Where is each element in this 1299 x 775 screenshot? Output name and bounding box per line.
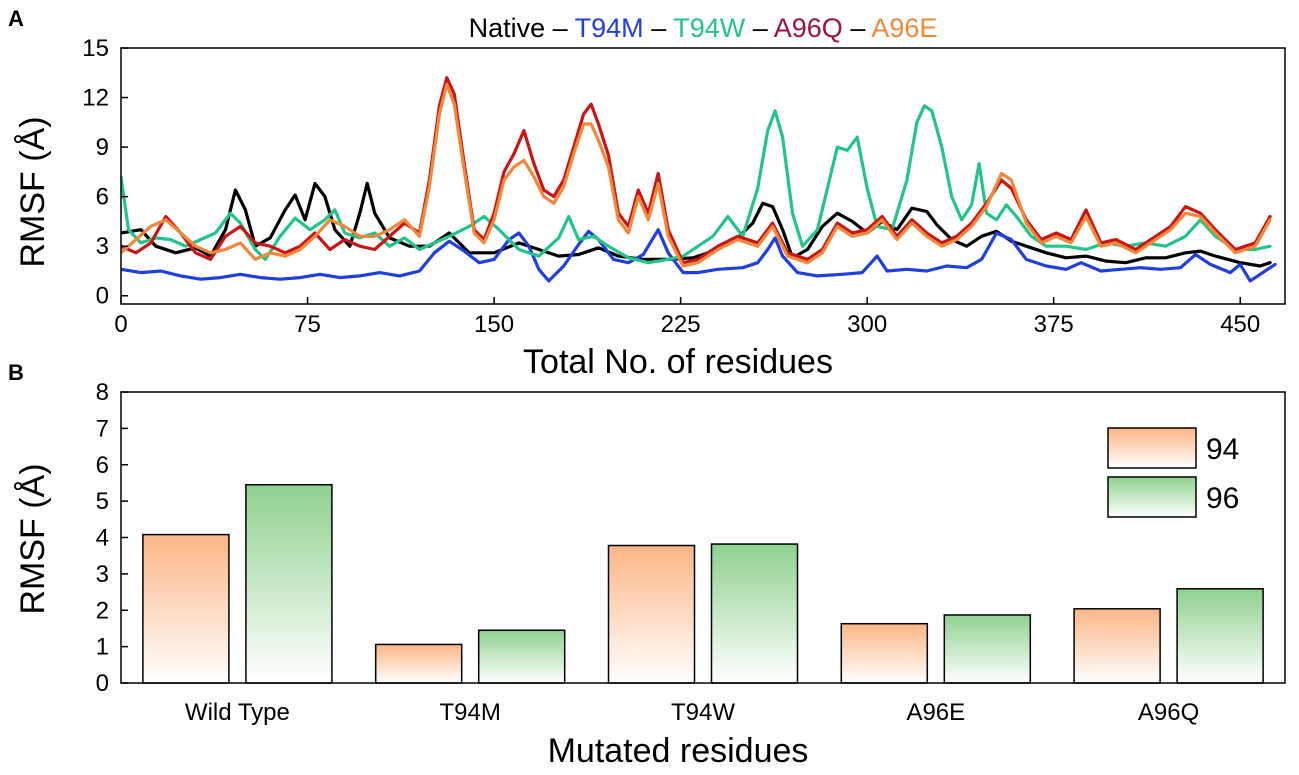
y-tick-label: 2 <box>96 597 109 624</box>
bar-a96e-94 <box>840 622 929 684</box>
x-tick-label: 225 <box>661 311 701 338</box>
series-line-t94m <box>121 228 1277 283</box>
title-part-a96e: A96E <box>871 13 937 43</box>
y-tick-label: 7 <box>96 415 109 442</box>
x-category-label: A96Q <box>1138 699 1199 726</box>
x-tick-label: 375 <box>1034 311 1074 338</box>
y-tick-label: 4 <box>96 525 109 552</box>
series-line-a96e <box>121 82 1272 268</box>
y-tick-label: 0 <box>96 670 109 697</box>
panel-a-xlabel: Total No. of residues <box>523 343 833 381</box>
bar-a96e-96 <box>943 614 1032 684</box>
bar-t94w-94 <box>607 544 696 684</box>
x-category-label: T94M <box>440 699 501 726</box>
panel-b-label: B <box>8 360 24 385</box>
title-sep-1: – <box>545 13 575 43</box>
y-tick-label: 5 <box>96 488 109 515</box>
legend-label-96: 96 <box>1206 482 1239 515</box>
y-tick-label: 15 <box>82 35 109 62</box>
y-tick-label: 3 <box>96 561 109 588</box>
title-part-t94m: T94M <box>575 13 644 43</box>
title-part-native: Native <box>469 13 546 43</box>
bar-wild-type-94 <box>142 533 230 684</box>
x-tick-label: 150 <box>474 311 514 338</box>
y-tick-label: 0 <box>96 283 109 310</box>
title-part-a96q: A96Q <box>774 13 843 43</box>
bar-wild-type-96 <box>245 484 333 684</box>
title-sep-2: – <box>644 13 674 43</box>
series-line-t94w <box>121 104 1272 265</box>
legend-label-94: 94 <box>1206 433 1239 466</box>
y-tick-label: 6 <box>96 184 109 211</box>
panel-b-ylabel: RMSF (Å) <box>14 463 52 614</box>
panel-b-x-ticks: Wild Type T94M T94W A96E A96Q <box>185 699 1199 726</box>
title-sep-3: – <box>745 13 774 43</box>
panel-a-x-ticks: 0 75 150 225 300 375 450 <box>114 297 1260 338</box>
panel-b-legend: 94 96 <box>1107 427 1239 518</box>
panel-b-bars <box>142 484 1264 684</box>
bar-t94m-94 <box>374 643 463 684</box>
bar-a96q-94 <box>1073 608 1161 684</box>
panel-a-frame <box>120 47 1286 305</box>
bar-a96q-96 <box>1176 588 1264 684</box>
panel-a: A Native – T94M – T94W – A96Q – A96E 0 75… <box>8 6 1286 381</box>
x-category-label: T94W <box>671 699 735 726</box>
y-tick-label: 3 <box>96 233 109 260</box>
x-category-label: Wild Type <box>185 699 290 726</box>
panel-b-xlabel: Mutated residues <box>548 732 809 770</box>
panel-b: B Wild Type T94M T94W A96E A96Q 0 1 2 3 4 5 6 7 8 Mu… <box>8 360 1286 770</box>
y-tick-label: 12 <box>82 85 109 112</box>
y-tick-label: 8 <box>96 379 109 406</box>
x-category-label: A96E <box>906 699 965 726</box>
x-tick-label: 300 <box>847 311 887 338</box>
y-tick-label: 9 <box>96 134 109 161</box>
series-line-a96q <box>121 76 1272 265</box>
x-tick-label: 75 <box>294 311 321 338</box>
x-tick-label: 0 <box>114 311 127 338</box>
bar-t94w-96 <box>710 543 799 684</box>
x-tick-label: 450 <box>1220 311 1260 338</box>
legend-swatch-96 <box>1107 476 1197 518</box>
y-tick-label: 1 <box>96 634 109 661</box>
panel-a-series <box>121 76 1277 283</box>
bar-t94m-96 <box>477 629 566 684</box>
title-part-t94w: T94W <box>673 13 746 43</box>
panel-a-title: Native – T94M – T94W – A96Q – A96E <box>469 13 938 43</box>
panel-b-y-ticks: 0 1 2 3 4 5 6 7 8 <box>96 379 128 697</box>
panel-a-ylabel: RMSF (Å) <box>14 116 52 267</box>
legend-swatch-94 <box>1107 427 1197 469</box>
panel-a-label: A <box>8 6 24 31</box>
y-tick-label: 6 <box>96 452 109 479</box>
title-sep-4: – <box>843 13 872 43</box>
panel-a-y-ticks: 0 3 6 9 12 15 <box>82 35 128 310</box>
